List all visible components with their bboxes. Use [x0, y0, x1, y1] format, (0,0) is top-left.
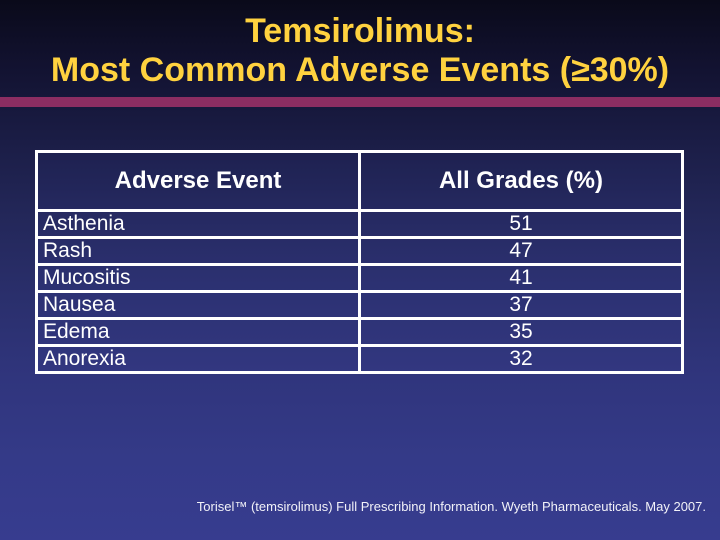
grade-percent-cell: 51	[358, 209, 684, 239]
slide-title-line1: Temsirolimus:	[245, 12, 475, 50]
slide-title: Temsirolimus: Most Common Adverse Events…	[0, 12, 720, 90]
table-row: Asthenia 51	[35, 209, 684, 239]
adverse-event-cell: Rash	[35, 236, 361, 266]
title-divider-bar	[0, 97, 720, 107]
table-row: Anorexia 32	[35, 344, 684, 374]
grade-percent-cell: 41	[358, 263, 684, 293]
adverse-event-cell: Nausea	[35, 290, 361, 320]
table-row: Nausea 37	[35, 290, 684, 320]
table-header-row: Adverse Event All Grades (%)	[35, 150, 684, 212]
grade-percent-cell: 47	[358, 236, 684, 266]
adverse-event-cell: Anorexia	[35, 344, 361, 374]
table-row: Edema 35	[35, 317, 684, 347]
adverse-events-table: Adverse Event All Grades (%) Asthenia 51…	[35, 150, 684, 374]
slide-title-line2: Most Common Adverse Events (≥30%)	[50, 51, 670, 89]
adverse-event-cell: Mucositis	[35, 263, 361, 293]
adverse-event-cell: Edema	[35, 317, 361, 347]
table-row: Mucositis 41	[35, 263, 684, 293]
grade-percent-cell: 32	[358, 344, 684, 374]
grade-percent-cell: 35	[358, 317, 684, 347]
column-header-all-grades: All Grades (%)	[358, 150, 684, 212]
grade-percent-cell: 37	[358, 290, 684, 320]
footer-citation: Torisel™ (temsirolimus) Full Prescribing…	[196, 499, 706, 514]
adverse-event-cell: Asthenia	[35, 209, 361, 239]
column-header-adverse-event: Adverse Event	[35, 150, 361, 212]
table-row: Rash 47	[35, 236, 684, 266]
